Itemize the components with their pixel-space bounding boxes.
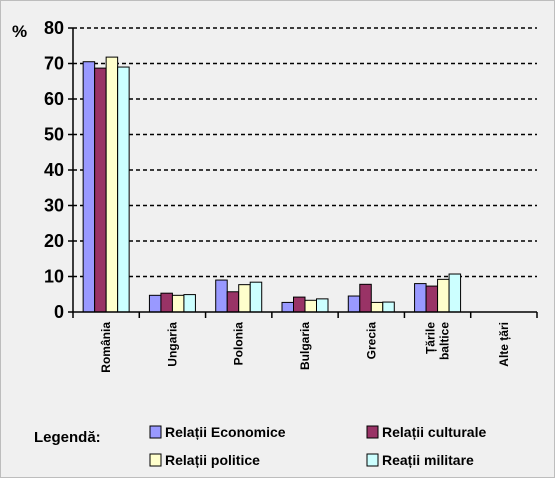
bar [347,295,361,313]
bar [293,296,306,313]
y-tick-label: 30 [44,196,64,216]
bar [160,292,173,313]
bar [382,301,395,313]
legend-label: Reații militare [382,452,474,468]
y-tick-label: 20 [44,231,64,251]
axes [72,28,537,313]
y-tick-label: 50 [44,125,64,145]
legend-label: Relații Economice [165,424,286,440]
legend-swatch [366,425,379,439]
legend: Relații Economice Relații culturale Relați… [149,424,486,468]
y-tick-label: 70 [44,54,64,74]
bar [249,281,263,313]
bar [215,279,228,313]
bar [437,278,450,313]
bar [183,294,196,313]
bar [117,66,130,313]
y-tick-label: 10 [44,267,64,287]
bar [171,294,185,313]
y-tick-label: 40 [44,160,64,180]
y-axis-unit-label: % [12,22,27,41]
bar [238,284,251,313]
gridlines [73,27,537,278]
legend-swatch [149,425,162,439]
legend-swatch [366,453,379,467]
bar [226,291,240,313]
bar [359,283,372,313]
y-tick-label: 80 [44,18,64,38]
bar [281,301,294,313]
x-category-label: Grecia [364,322,378,360]
bar [148,294,162,313]
bar [316,298,329,313]
bar [370,301,384,313]
y-axis-ticks: 0 10 20 30 40 50 60 70 80 [44,18,73,322]
bar [82,61,96,313]
bar [414,283,427,313]
x-category-label: baltice [438,322,452,360]
bars [82,56,462,313]
y-tick-label: 60 [44,89,64,109]
legend-label: Relații culturale [382,424,486,440]
bar [304,299,317,313]
x-category-label: Alte țări [497,322,511,367]
x-category-label: România [99,322,113,373]
legend-swatch [149,453,162,467]
bar [94,67,107,313]
y-tick-label: 0 [54,302,64,322]
x-category-label: Țările [424,322,438,354]
x-category-label: Bulgaria [298,322,312,370]
x-category-label: Polonia [232,322,246,366]
legend-label: Relații politice [165,452,260,468]
legend-title: Legendă: [34,429,101,446]
x-category-label: Ungaria [165,322,179,367]
bar [105,56,119,313]
bar [425,285,439,313]
x-axis-categories: România Ungaria Polonia Bulgaria Grecia Țăril… [72,312,538,373]
bar [448,273,462,313]
